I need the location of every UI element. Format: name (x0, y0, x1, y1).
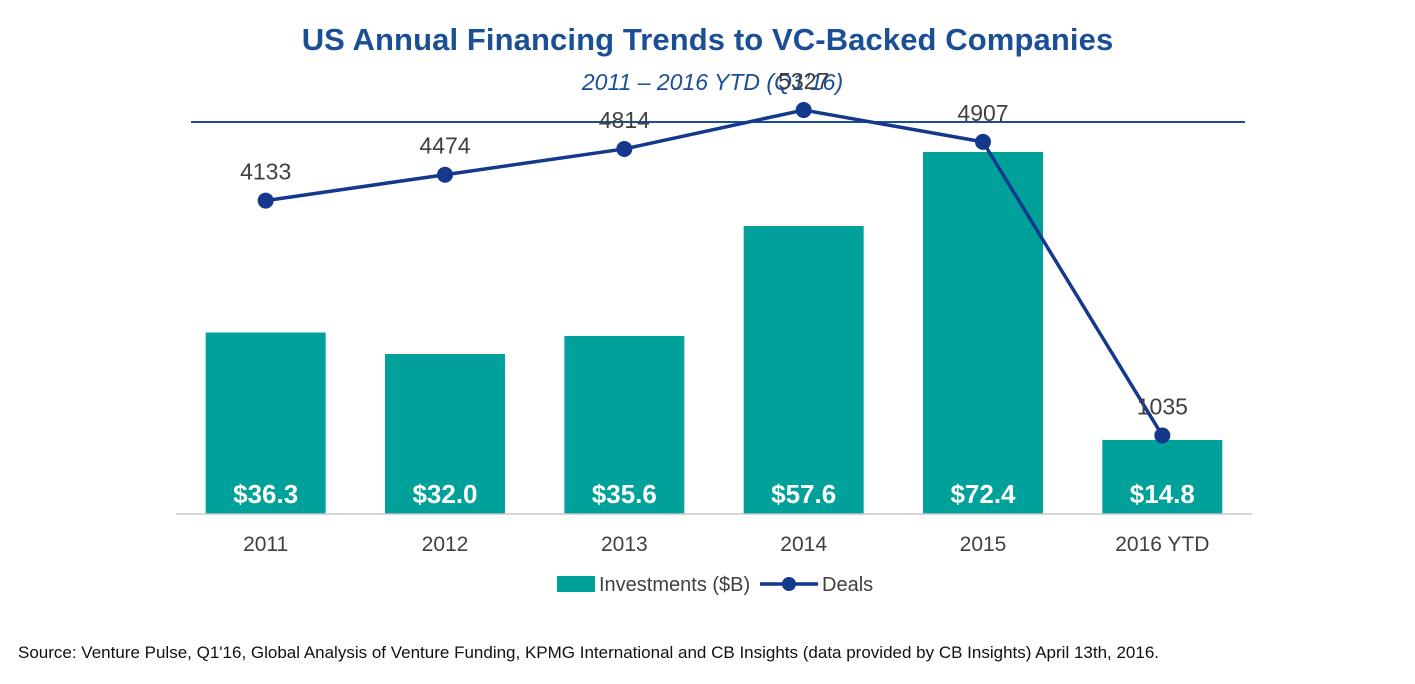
bar-value-label: $14.8 (1130, 479, 1195, 509)
investment-bar (564, 336, 685, 514)
chart-subtitle: 2011 – 2016 YTD (Q1’16) (581, 69, 844, 95)
deals-value-label: 4133 (240, 159, 291, 185)
deals-line (265, 108, 1164, 437)
bar-value-label: $72.4 (950, 479, 1016, 509)
x-tick-label: 2014 (780, 533, 827, 556)
bar-value-label: $35.6 (592, 479, 657, 509)
investment-bar (385, 354, 505, 514)
x-tick-label: 2012 (422, 533, 469, 556)
investment-bar (205, 332, 326, 514)
chart-title: US Annual Financing Trends to VC-Backed … (301, 22, 1114, 57)
deals-value-label: 4814 (599, 107, 650, 133)
x-tick-label: 2011 (243, 533, 288, 556)
bar-value-label: $36.3 (233, 479, 298, 509)
deals-value-label: 4907 (957, 100, 1008, 126)
deals-marker (616, 140, 633, 157)
investment-bar (743, 226, 864, 514)
investment-bar (923, 152, 1043, 514)
legend-investments-label: Investments ($B) (599, 574, 750, 596)
investment-bar (1102, 440, 1223, 514)
x-tick-label: 2016 YTD (1115, 533, 1209, 556)
deals-value-label: 4474 (419, 133, 470, 159)
deals-value-label: 1035 (1137, 394, 1188, 420)
x-tick-label: 2015 (960, 533, 1007, 556)
bar-value-label: $32.0 (412, 479, 477, 509)
source-note: Source: Venture Pulse, Q1'16, Global Ana… (18, 643, 1160, 662)
deals-marker (437, 166, 453, 183)
deals-marker (1154, 427, 1171, 444)
bar-value-label: $57.6 (771, 479, 836, 509)
deals-value-label: 5327 (778, 68, 829, 94)
title-divider (191, 121, 1245, 123)
legend-deals-label: Deals (822, 574, 873, 596)
deals-marker (257, 192, 274, 209)
deals-marker (975, 133, 991, 150)
legend-line-marker (782, 577, 796, 591)
legend-bar-swatch (557, 576, 595, 592)
x-tick-label: 2013 (601, 533, 648, 556)
deals-marker (795, 102, 812, 119)
